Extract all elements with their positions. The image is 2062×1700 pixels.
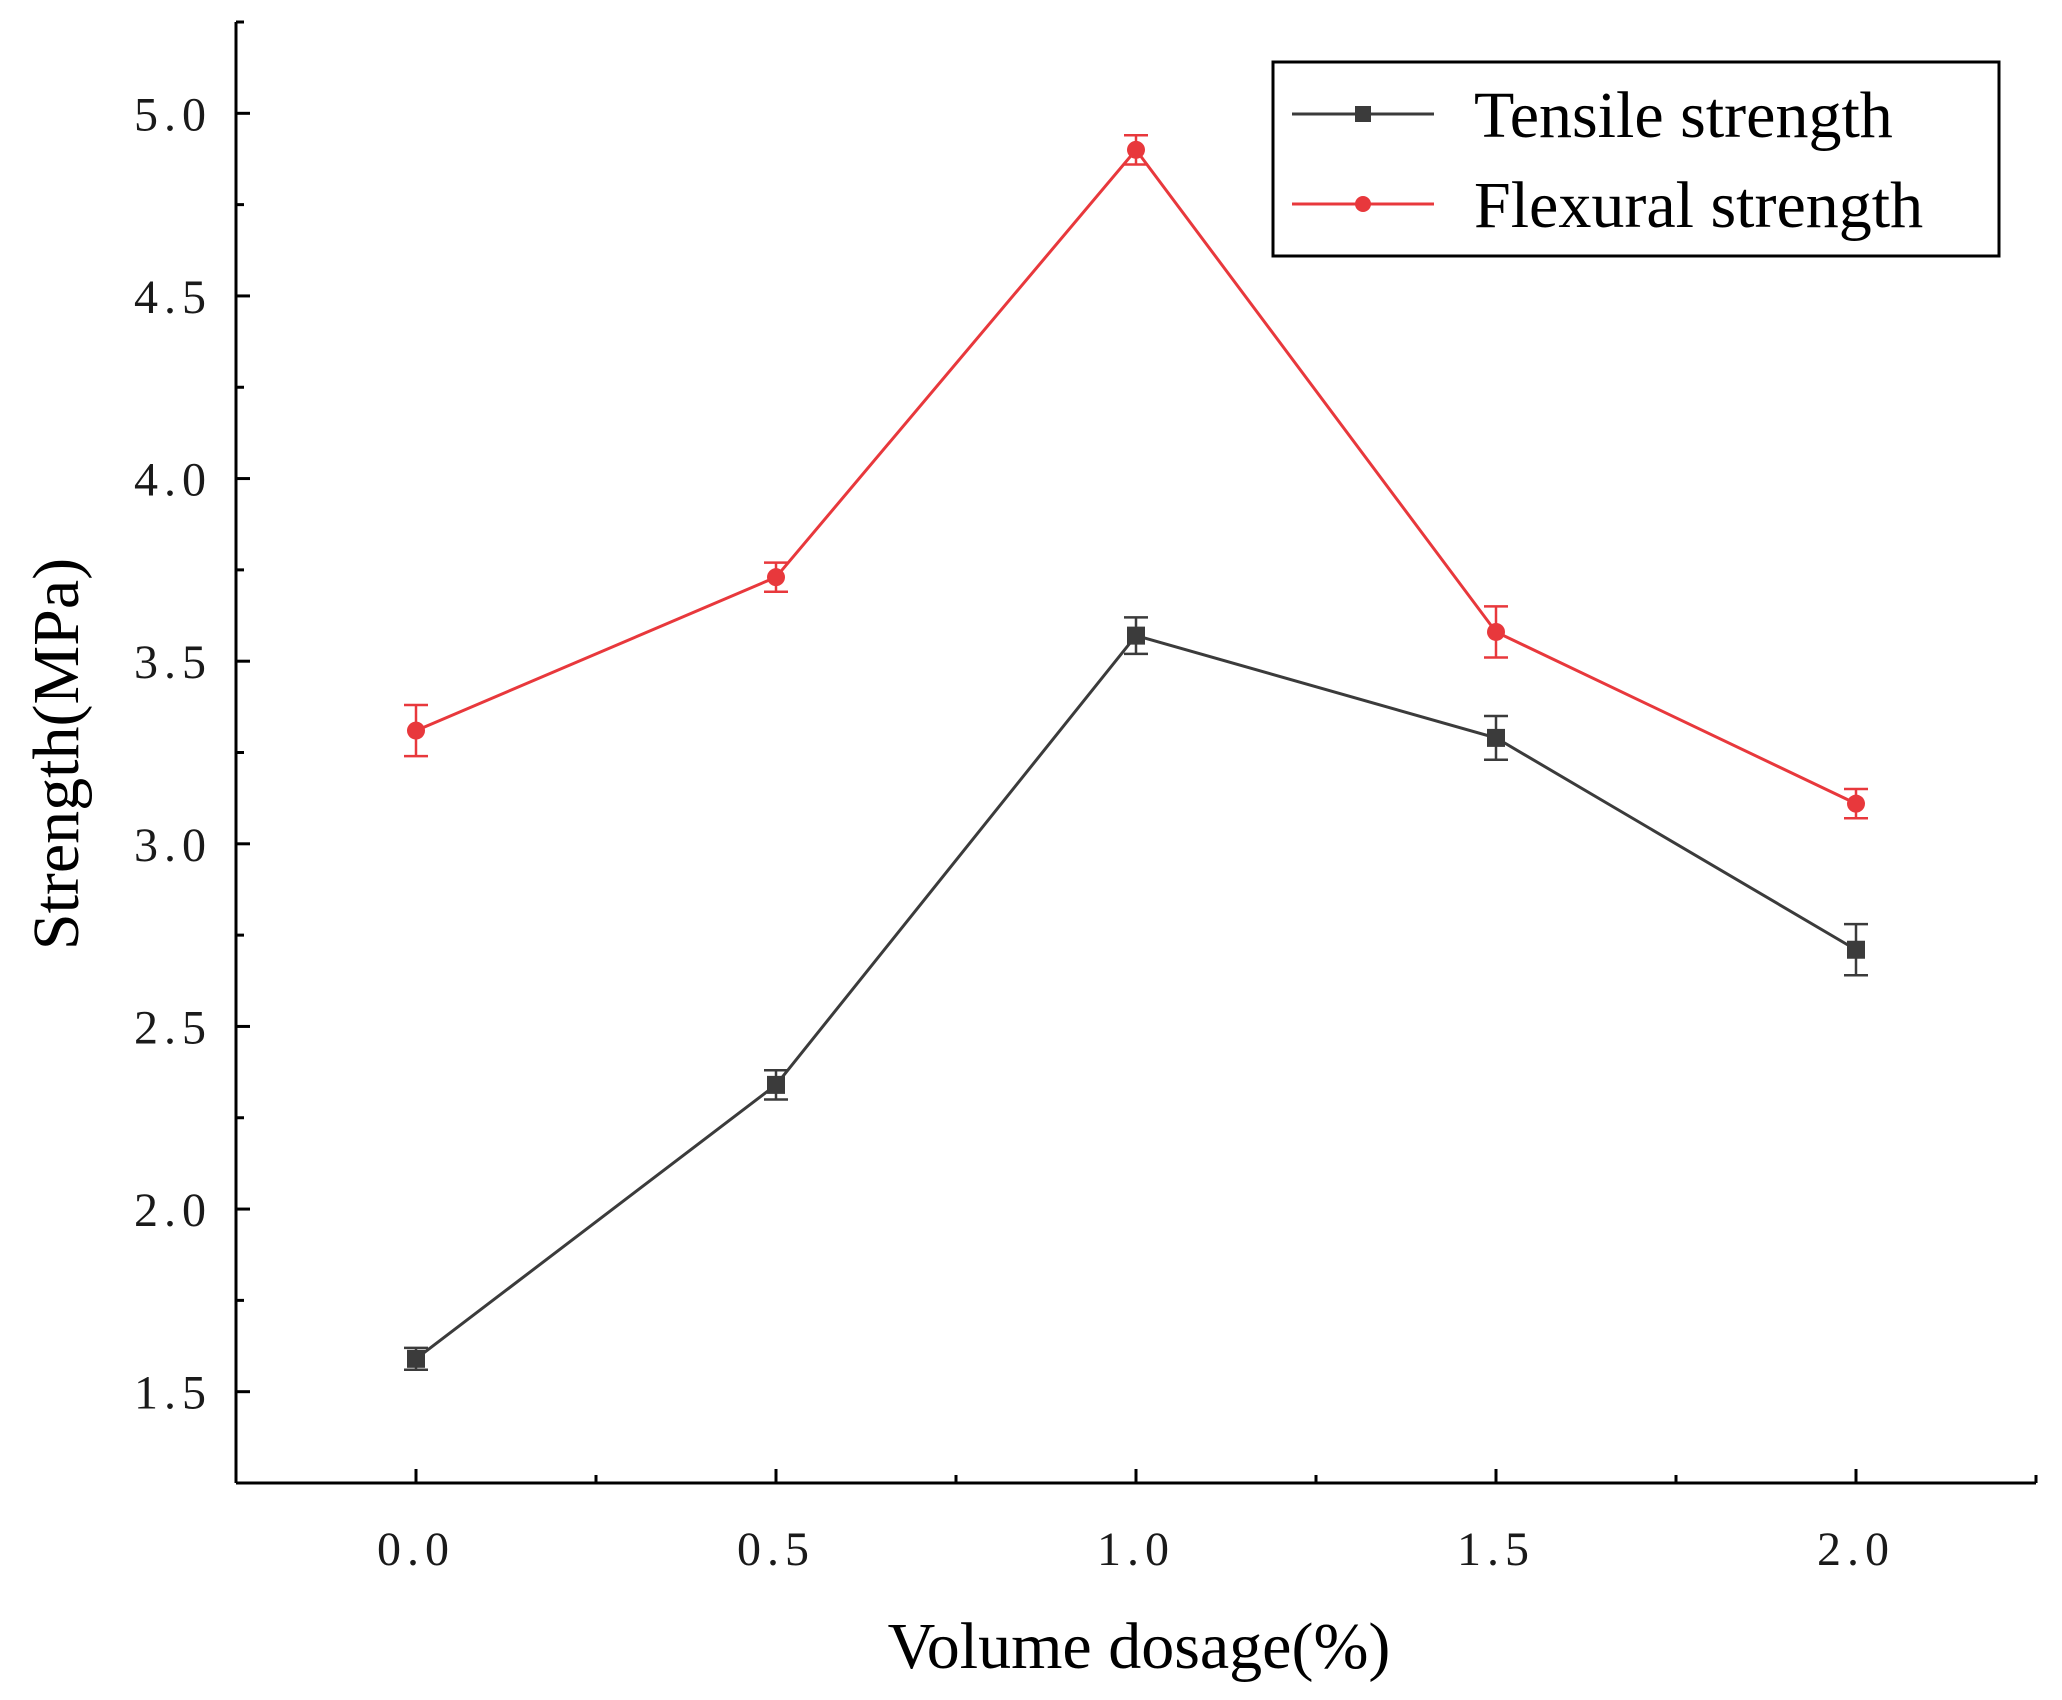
y-tick-label: 4.0	[134, 454, 212, 507]
y-tick-label: 2.0	[134, 1184, 212, 1237]
x-tick-label: 0.0	[377, 1523, 455, 1576]
y-tick-label: 3.0	[134, 819, 212, 872]
plot-series	[404, 133, 1868, 1372]
x-tick-label: 1.5	[1457, 1523, 1535, 1576]
legend-marker-tensile	[1355, 106, 1371, 122]
legend-label-tensile: Tensile strength	[1474, 79, 1893, 152]
data-point-tensile	[767, 1075, 785, 1094]
data-point-tensile	[1127, 626, 1145, 645]
x-axis-title: Volume dosage(%)	[888, 1610, 1391, 1683]
y-tick-label: 4.5	[134, 271, 212, 324]
y-axis-title: Strength(MPa)	[20, 558, 93, 950]
legend-label-flexural: Flexural strength	[1474, 169, 1923, 242]
data-point-flexural	[1127, 140, 1145, 159]
y-tick-label: 5.0	[134, 88, 212, 141]
data-point-flexural	[767, 568, 785, 587]
x-tick-label: 1.0	[1097, 1523, 1175, 1576]
x-tick-label: 0.5	[737, 1523, 815, 1576]
legend: Tensile strength Flexural strength	[1271, 60, 2001, 258]
y-tick-label: 3.5	[134, 636, 212, 689]
legend-marker-flexural	[1355, 196, 1371, 212]
series-flexural	[404, 133, 1868, 820]
y-tick-label: 1.5	[134, 1367, 212, 1420]
data-point-tensile	[1847, 940, 1865, 959]
data-point-flexural	[407, 721, 425, 740]
legend-box	[1271, 60, 2001, 258]
data-point-tensile	[1487, 728, 1505, 747]
data-point-flexural	[1847, 794, 1865, 813]
x-tick-label: 2.0	[1817, 1523, 1895, 1576]
series-tensile	[404, 616, 1868, 1372]
y-tick-label: 2.5	[134, 1001, 212, 1054]
data-point-tensile	[407, 1349, 425, 1368]
plot-axes: 1.5 2.0 2.5 3.0 3.5 4.0 4.5 5.0 0.0 0.5 1.0 1.5 2.0	[134, 20, 2038, 1576]
data-point-flexural	[1487, 622, 1505, 641]
